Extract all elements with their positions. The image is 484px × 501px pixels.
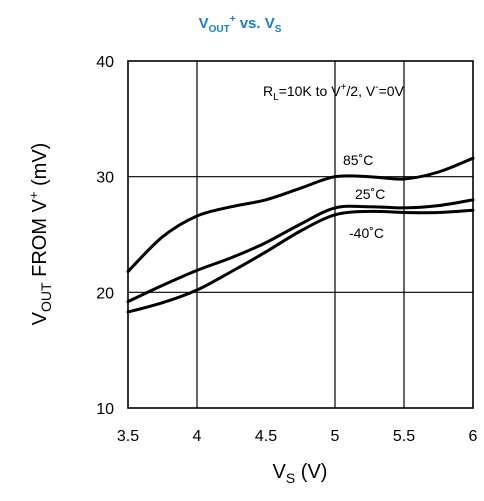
x-tick-label: 5.5 [393,428,415,445]
x-axis-label: VS (V) [273,461,328,486]
chart-title: VOUT+ vs. VS [199,14,282,35]
plot-frame [127,60,474,409]
series-lines [126,156,475,314]
x-tick-label: 4 [193,428,202,445]
y-tick-labels: 10 20 30 40 [96,54,114,418]
condition-annotation: RL=10K to V+/2, V-=0V [263,82,405,103]
series-minus40c-line [126,208,475,314]
series-label-85c: 85˚C [343,152,373,168]
y-axis-label: VOUT FROM V+ (mV) [26,143,54,326]
y-tick-label: 30 [96,170,114,187]
series-label-minus40c: -40˚C [349,225,384,241]
x-tick-labels: 3.5 4 4.5 5 5.5 6 [117,428,478,445]
x-tick-label: 5 [331,428,340,445]
y-tick-label: 40 [96,54,114,71]
y-tick-label: 10 [96,401,114,418]
x-tick-label: 4.5 [255,428,277,445]
x-tick-label: 3.5 [117,428,139,445]
y-tick-label: 20 [96,285,114,302]
series-85c-line [126,156,475,273]
series-label-25c: 25˚C [355,186,385,202]
series-25c-line [126,198,475,304]
gridlines [128,61,473,408]
x-tick-label: 6 [469,428,478,445]
